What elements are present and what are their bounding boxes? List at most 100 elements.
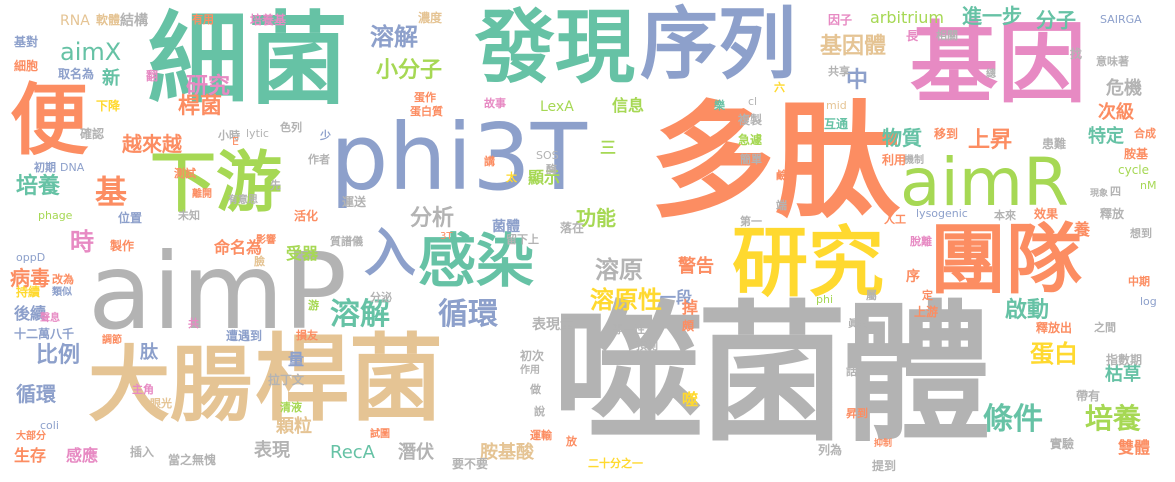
word: 拉丁文 [268,373,305,387]
word: 噬菌體 [553,288,991,462]
word: 想到 [1130,227,1152,240]
word: 基對 [14,35,39,49]
word: 質譜儀 [330,235,363,248]
word: 特定 [1088,126,1124,147]
word: cycle [1118,163,1150,177]
word: 進一步 [962,4,1022,28]
word: 長 [906,29,919,43]
word: SAIRGA [1100,13,1142,26]
word: 因子 [828,13,853,27]
word: 改為 [52,273,74,286]
word: 離開 [192,189,212,200]
word: 總 [986,69,996,80]
word: 做 [530,383,541,396]
word: 作用 [520,365,540,376]
word: 放 [566,435,577,448]
word: 下游 [150,144,282,221]
word: 命名為 [214,238,263,257]
word: 樂 [714,99,725,112]
word: 基因 [910,12,1087,115]
word: 損友 [296,329,318,342]
word: 少 [320,129,331,142]
word: 太 [506,171,517,184]
word: 發現 [475,1,635,94]
word: 啟動 [1005,298,1050,323]
word: 二十分之一 [588,457,643,470]
word: 上游 [914,305,939,319]
word: 雙體 [1118,438,1151,457]
word: lytic [246,127,269,140]
word: 翻 [146,69,159,83]
word: 大部分 [16,431,46,442]
word: 有意思 [228,195,258,206]
word: 說 [534,405,545,418]
word: 感應 [66,446,99,465]
word: 主角 [132,383,154,396]
word: 研究 [732,218,884,307]
word: 枯草 [1105,364,1141,385]
word: aimP [88,231,348,353]
word: 插入 [130,445,155,459]
word: 未知 [178,209,200,222]
word: 表現量 [532,317,574,333]
word: 危機 [1106,78,1142,99]
word: 釋放出 [1036,321,1073,335]
word: 掉 [682,298,699,317]
word: 端 [776,199,787,212]
word: 故事 [484,97,506,110]
word: 小時 [218,129,240,142]
word: 軟體 [96,13,121,27]
word: 功能 [576,206,616,230]
word: 初次 [520,349,545,363]
word: 三 [600,138,617,157]
word: 量 [288,350,305,369]
word: 初期 [34,161,56,174]
word: 共享 [828,65,850,78]
word: 持續 [16,285,41,299]
word: 聲息 [40,313,60,324]
word: 培養 [16,174,61,199]
word: 潛伏 [398,442,434,463]
word: RNA [60,13,90,29]
word: 昇到 [846,407,868,420]
word: 蛋白 [1030,340,1078,368]
word: 循環 [438,297,498,332]
word: 意味著 [1096,55,1129,68]
word: 四 [1110,185,1121,198]
word: 相關 [936,29,958,42]
word: oppD [16,251,46,264]
word: 桿菌 [178,94,223,119]
word: 培養基 [250,13,287,27]
word: SOS [536,149,559,162]
word: 位置 [118,211,143,225]
word: 桿菌 [255,325,444,434]
word: 比例 [36,343,81,368]
word: 確認 [80,127,105,141]
word: log [1140,295,1157,308]
word: 活化 [294,209,319,223]
word: 序 [906,269,920,285]
word: 找 [1070,47,1083,61]
word: cl [748,95,758,108]
word: 帶有 [1076,389,1101,403]
word: 結構 [120,13,148,29]
word: 專一性 [612,323,645,336]
word: 警告 [678,256,714,277]
word: lysogenic [916,207,968,220]
word: 次級 [1098,102,1134,123]
word: 要不要 [452,457,489,471]
word: 序列 [640,0,797,90]
word: arbitrium [870,8,945,27]
word: 落在 [560,221,585,235]
word: RecA [330,442,375,463]
word: 測試 [174,167,196,180]
word: 頗 [682,319,695,333]
word: 噬 [682,390,699,409]
word: 研究 [186,74,231,99]
word: 小分子 [376,58,443,83]
word: 分子 [1036,8,1076,32]
word: 類似 [52,287,72,298]
word: 講 [484,155,495,168]
word: 蛋作 [414,91,436,104]
